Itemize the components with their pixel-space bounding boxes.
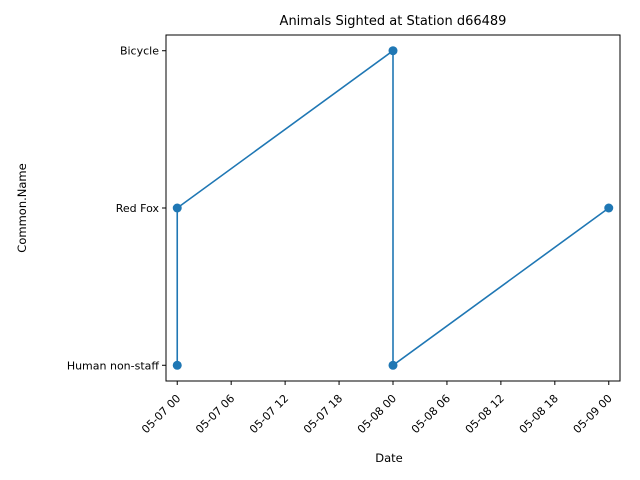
- x-tick-label: 05-08 18: [517, 392, 561, 436]
- x-tick-label: 05-08 00: [355, 392, 399, 436]
- x-tick-label: 05-09 00: [571, 392, 615, 436]
- x-tick-label: 05-08 06: [409, 392, 453, 436]
- data-point: [388, 360, 398, 370]
- y-tick-label: Red Fox: [116, 202, 160, 215]
- x-axis-ticks: 05-07 00 05-07 06 05-07 12 05-07 18 05-08 00…: [139, 381, 615, 436]
- x-tick-label: 05-08 12: [463, 392, 507, 436]
- y-axis-ticks: Human non-staff Red Fox Bicycle: [67, 45, 166, 372]
- x-tick-label: 05-07 18: [301, 392, 345, 436]
- x-tick-label: 05-07 00: [139, 392, 183, 436]
- y-tick-label: Human non-staff: [67, 359, 160, 372]
- y-tick-label: Bicycle: [120, 45, 159, 58]
- x-axis-label: Date: [375, 451, 403, 465]
- data-point: [172, 203, 182, 213]
- series-layer: [172, 46, 614, 370]
- data-point: [172, 360, 182, 370]
- data-point: [604, 203, 614, 213]
- x-tick-label: 05-07 12: [247, 392, 291, 436]
- y-axis-label: Common.Name: [15, 163, 29, 252]
- data-point: [388, 46, 398, 56]
- x-tick-label: 05-07 06: [193, 392, 237, 436]
- chart-title: Animals Sighted at Station d66489: [280, 14, 507, 29]
